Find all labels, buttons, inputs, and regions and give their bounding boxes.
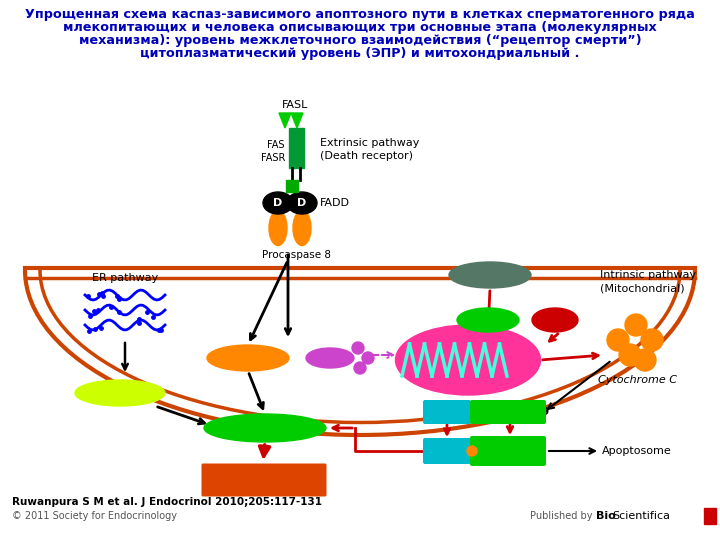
FancyBboxPatch shape xyxy=(704,508,716,524)
Text: FASL: FASL xyxy=(282,100,308,110)
Text: APAF1: APAF1 xyxy=(427,446,467,456)
FancyBboxPatch shape xyxy=(286,180,298,192)
Text: FASR: FASR xyxy=(261,153,285,163)
Text: ER pathway: ER pathway xyxy=(92,273,158,283)
Text: BCL2L2: BCL2L2 xyxy=(465,315,511,325)
Ellipse shape xyxy=(293,211,311,246)
Ellipse shape xyxy=(306,348,354,368)
Circle shape xyxy=(352,342,364,354)
Text: Caspase 9: Caspase 9 xyxy=(474,444,541,457)
FancyBboxPatch shape xyxy=(470,436,546,466)
Text: FADD: FADD xyxy=(320,198,350,208)
Ellipse shape xyxy=(532,308,578,332)
Circle shape xyxy=(641,329,663,351)
Circle shape xyxy=(607,329,629,351)
Text: Ruwanpura S M et al. J Endocrinol 2010;205:117-131: Ruwanpura S M et al. J Endocrinol 2010;2… xyxy=(12,497,322,507)
FancyBboxPatch shape xyxy=(202,463,326,496)
Text: Caspase 8: Caspase 8 xyxy=(216,353,279,363)
Text: Apoptosis: Apoptosis xyxy=(227,474,301,487)
Ellipse shape xyxy=(75,380,165,406)
FancyBboxPatch shape xyxy=(297,128,304,168)
Text: Procaspase 9: Procaspase 9 xyxy=(467,407,549,417)
Text: Extrinsic pathway
(Death receptor): Extrinsic pathway (Death receptor) xyxy=(320,138,419,161)
Circle shape xyxy=(362,352,374,364)
Text: Scientifica: Scientifica xyxy=(612,511,670,521)
Text: Published by: Published by xyxy=(530,511,595,521)
Text: Cytochrome C: Cytochrome C xyxy=(598,375,677,385)
Text: Procaspase 8: Procaspase 8 xyxy=(263,250,331,260)
Ellipse shape xyxy=(204,414,326,442)
Polygon shape xyxy=(291,113,303,128)
FancyBboxPatch shape xyxy=(470,400,546,424)
Text: Caspase 3, 6 & 7: Caspase 3, 6 & 7 xyxy=(210,422,320,435)
Circle shape xyxy=(354,362,366,374)
Circle shape xyxy=(625,314,647,336)
Circle shape xyxy=(619,344,641,366)
Polygon shape xyxy=(279,113,291,128)
Circle shape xyxy=(467,446,477,456)
FancyBboxPatch shape xyxy=(423,400,471,424)
Text: BAX: BAX xyxy=(542,315,568,325)
Text: APAF1: APAF1 xyxy=(427,407,467,417)
Text: механизма): уровень межклеточного взаимодействия (“рецептор смерти”): механизма): уровень межклеточного взаимо… xyxy=(78,34,642,47)
Text: Caspase 2: Caspase 2 xyxy=(462,270,518,280)
Text: млекопитающих и человека описывающих три основные этапа (молекулярных: млекопитающих и человека описывающих три… xyxy=(63,21,657,34)
Text: D: D xyxy=(297,198,307,208)
Ellipse shape xyxy=(287,192,317,214)
Ellipse shape xyxy=(449,262,531,288)
Text: © 2011 Society for Endocrinology: © 2011 Society for Endocrinology xyxy=(12,511,177,521)
Ellipse shape xyxy=(457,308,519,332)
Text: Apoptosome: Apoptosome xyxy=(602,446,672,456)
Ellipse shape xyxy=(269,211,287,246)
Ellipse shape xyxy=(395,325,541,395)
Text: Intrinsic pathway
(Mitochondrial): Intrinsic pathway (Mitochondrial) xyxy=(600,270,696,293)
FancyBboxPatch shape xyxy=(423,438,471,464)
Text: цитоплазматический уровень (ЭПР) и митохондриальный .: цитоплазматический уровень (ЭПР) и митох… xyxy=(140,47,580,60)
FancyBboxPatch shape xyxy=(289,128,296,168)
Text: BID: BID xyxy=(319,353,341,363)
Text: Упрощенная схема каспаз-зависимого апоптозного пути в клетках сперматогенного ря: Упрощенная схема каспаз-зависимого апопт… xyxy=(25,8,695,21)
Ellipse shape xyxy=(263,192,293,214)
Text: FAS: FAS xyxy=(268,140,285,150)
Text: Caspase 12: Caspase 12 xyxy=(84,388,156,398)
Text: D: D xyxy=(274,198,283,208)
Text: Bio: Bio xyxy=(596,511,616,521)
Circle shape xyxy=(634,349,656,371)
Ellipse shape xyxy=(207,345,289,371)
